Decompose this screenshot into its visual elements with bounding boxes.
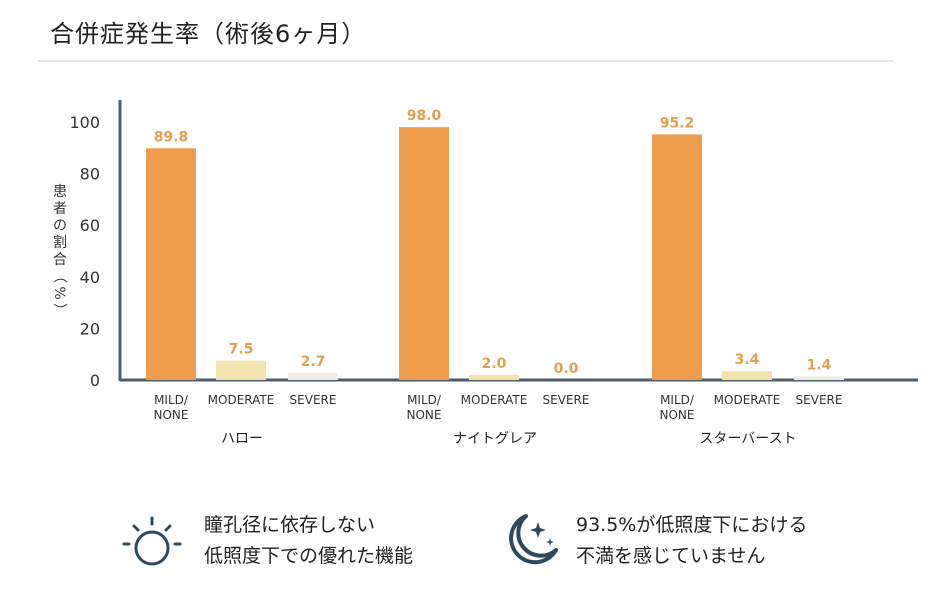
bar — [469, 374, 519, 380]
group-label: ハロー — [221, 431, 263, 447]
y-axis-label-char: 者 — [53, 201, 67, 217]
bar-value-label: 1.4 — [807, 357, 832, 373]
bar-category-label: MODERATE — [208, 393, 275, 407]
y-axis-label-char: 患 — [53, 184, 67, 200]
chart-title: 合併症発生率（術後6ヶ月） — [50, 20, 367, 48]
bar-category-label: MILD/ — [660, 393, 695, 407]
y-tick-label: 40 — [80, 268, 100, 287]
y-axis-label-char: の — [53, 218, 67, 234]
bar-category-label: MODERATE — [461, 393, 528, 407]
bar-category-label: SEVERE — [796, 393, 843, 407]
bar — [652, 134, 702, 380]
y-axis-label-char: ） — [51, 303, 67, 317]
bar-value-label: 95.2 — [660, 115, 695, 131]
y-axis-label-char: 合 — [53, 252, 67, 268]
y-axis-label-char: （ — [51, 269, 67, 283]
y-tick-label: 60 — [80, 216, 100, 235]
bar-category-label: SEVERE — [543, 393, 590, 407]
bar — [722, 371, 772, 380]
bar — [288, 373, 338, 380]
y-tick-label: 80 — [80, 165, 100, 184]
bar-category-label: MILD/ — [154, 393, 189, 407]
y-tick-label: 20 — [80, 319, 100, 338]
bar — [399, 127, 449, 380]
group-label: スターバースト — [699, 431, 796, 447]
y-tick-label: 100 — [69, 113, 100, 132]
bar-value-label: 89.8 — [154, 129, 189, 145]
bar-category-label: NONE — [154, 408, 189, 422]
bar-value-label: 3.4 — [735, 352, 760, 368]
bar — [794, 376, 844, 380]
bar-category-label: NONE — [660, 408, 695, 422]
y-tick-label: 0 — [90, 371, 100, 390]
bar — [216, 360, 266, 380]
sun-icon — [122, 516, 182, 566]
title-divider — [38, 60, 893, 62]
moon-stars-icon — [509, 514, 558, 565]
y-axis-label-char: 割 — [53, 234, 67, 251]
bar-category-label: MODERATE — [714, 393, 781, 407]
bar-category-label: NONE — [407, 408, 442, 422]
footer-item-satisfaction: 93.5%が低照度下における 不満を感じていません — [500, 510, 807, 572]
bar-value-label: 2.0 — [482, 356, 507, 372]
bar-value-label: 7.5 — [229, 342, 254, 358]
bar-category-label: MILD/ — [407, 393, 442, 407]
bar-category-label: SEVERE — [290, 393, 337, 407]
y-axis-label-char: % — [51, 286, 67, 299]
bar-value-label: 2.7 — [301, 354, 326, 370]
bar — [146, 148, 196, 380]
footer-text-light: 瞳孔径に依存しない 低照度下での優れた機能 — [204, 514, 414, 567]
footer-text-satisfaction: 93.5%が低照度下における 不満を感じていません — [576, 514, 808, 567]
footer-item-light: 瞳孔径に依存しない 低照度下での優れた機能 — [122, 510, 413, 572]
bar-value-label: 98.0 — [407, 108, 442, 124]
bar-value-label: 0.0 — [554, 361, 579, 377]
group-label: ナイトグレア — [453, 431, 537, 447]
